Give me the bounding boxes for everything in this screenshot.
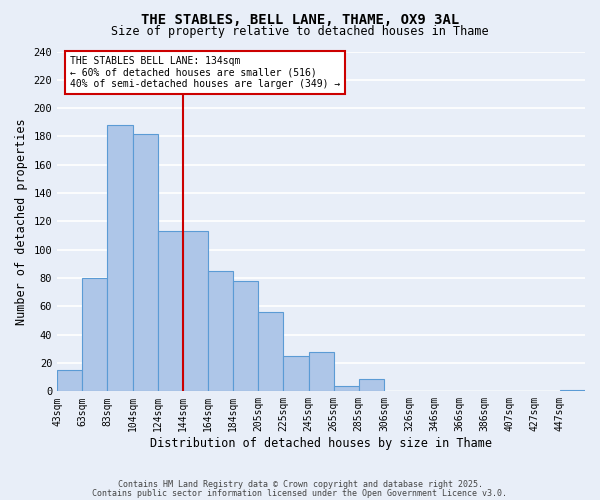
Bar bbox=[283, 356, 308, 392]
Text: THE STABLES, BELL LANE, THAME, OX9 3AL: THE STABLES, BELL LANE, THAME, OX9 3AL bbox=[141, 12, 459, 26]
Bar bbox=[158, 232, 183, 392]
Bar bbox=[334, 386, 359, 392]
Bar bbox=[258, 312, 283, 392]
Text: Size of property relative to detached houses in Thame: Size of property relative to detached ho… bbox=[111, 25, 489, 38]
Y-axis label: Number of detached properties: Number of detached properties bbox=[15, 118, 28, 324]
Text: Contains HM Land Registry data © Crown copyright and database right 2025.: Contains HM Land Registry data © Crown c… bbox=[118, 480, 482, 489]
Bar bbox=[82, 278, 107, 392]
Bar bbox=[133, 134, 158, 392]
Bar bbox=[183, 232, 208, 392]
Text: Contains public sector information licensed under the Open Government Licence v3: Contains public sector information licen… bbox=[92, 489, 508, 498]
Bar bbox=[107, 125, 133, 392]
X-axis label: Distribution of detached houses by size in Thame: Distribution of detached houses by size … bbox=[150, 437, 492, 450]
Bar bbox=[560, 390, 585, 392]
Text: THE STABLES BELL LANE: 134sqm
← 60% of detached houses are smaller (516)
40% of : THE STABLES BELL LANE: 134sqm ← 60% of d… bbox=[70, 56, 340, 89]
Bar bbox=[359, 378, 384, 392]
Bar bbox=[233, 281, 258, 392]
Bar bbox=[208, 271, 233, 392]
Bar bbox=[308, 352, 334, 392]
Bar bbox=[57, 370, 82, 392]
